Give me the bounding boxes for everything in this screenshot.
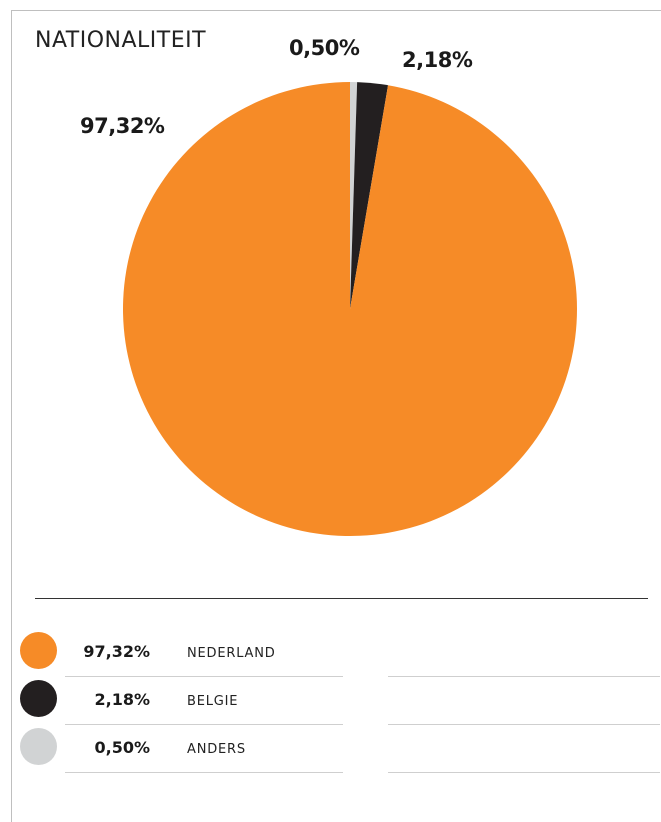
- pie-slice-anders: [350, 82, 358, 309]
- slice-label-anders: 0,50%: [289, 36, 360, 60]
- legend-value-anders: 0,50%: [94, 738, 150, 757]
- slice-label-belgie: 2,18%: [402, 48, 473, 72]
- legend-row-anders: 0,50% ANDERS: [0, 724, 661, 773]
- legend-divider: [35, 598, 648, 599]
- legend-rule: [65, 772, 343, 773]
- legend-rule: [388, 676, 660, 677]
- pie-slice-belgie: [350, 82, 389, 310]
- chart-title: NATIONALITEIT: [35, 28, 207, 53]
- legend-swatch-nederland: [20, 632, 57, 669]
- chart-frame: [11, 10, 661, 822]
- legend-row-belgie: 2,18% BELGIE: [0, 676, 661, 725]
- legend-value-nederland: 97,32%: [83, 642, 150, 661]
- legend-rule: [65, 676, 343, 677]
- legend-rule: [65, 724, 343, 725]
- pie-slice-nederland: [123, 82, 577, 536]
- legend-swatch-belgie: [20, 680, 57, 717]
- pie-chart: [123, 82, 577, 536]
- slice-label-nederland: 97,32%: [80, 114, 165, 138]
- legend-row-nederland: 97,32% NEDERLAND: [0, 628, 661, 677]
- legend-rule: [388, 772, 660, 773]
- legend-rule: [388, 724, 660, 725]
- legend-value-belgie: 2,18%: [94, 690, 150, 709]
- legend-name-belgie: BELGIE: [187, 694, 239, 709]
- legend-swatch-anders: [20, 728, 57, 765]
- legend-name-anders: ANDERS: [187, 742, 246, 757]
- legend-name-nederland: NEDERLAND: [187, 646, 276, 661]
